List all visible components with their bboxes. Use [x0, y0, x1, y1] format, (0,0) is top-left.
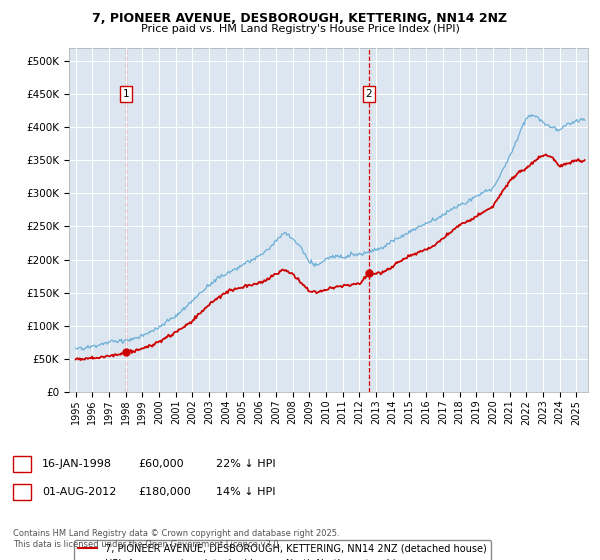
Text: 2: 2	[366, 89, 373, 99]
Text: 2: 2	[19, 487, 26, 497]
Text: 16-JAN-1998: 16-JAN-1998	[42, 459, 112, 469]
Text: 1: 1	[123, 89, 130, 99]
Text: 14% ↓ HPI: 14% ↓ HPI	[216, 487, 275, 497]
Text: 01-AUG-2012: 01-AUG-2012	[42, 487, 116, 497]
Text: 7, PIONEER AVENUE, DESBOROUGH, KETTERING, NN14 2NZ: 7, PIONEER AVENUE, DESBOROUGH, KETTERING…	[92, 12, 508, 25]
Text: 1: 1	[19, 459, 26, 469]
Text: Contains HM Land Registry data © Crown copyright and database right 2025.
This d: Contains HM Land Registry data © Crown c…	[13, 529, 340, 549]
Text: £180,000: £180,000	[138, 487, 191, 497]
Legend: 7, PIONEER AVENUE, DESBOROUGH, KETTERING, NN14 2NZ (detached house), HPI: Averag: 7, PIONEER AVENUE, DESBOROUGH, KETTERING…	[74, 540, 491, 560]
Text: £60,000: £60,000	[138, 459, 184, 469]
Text: Price paid vs. HM Land Registry's House Price Index (HPI): Price paid vs. HM Land Registry's House …	[140, 24, 460, 34]
Text: 22% ↓ HPI: 22% ↓ HPI	[216, 459, 275, 469]
